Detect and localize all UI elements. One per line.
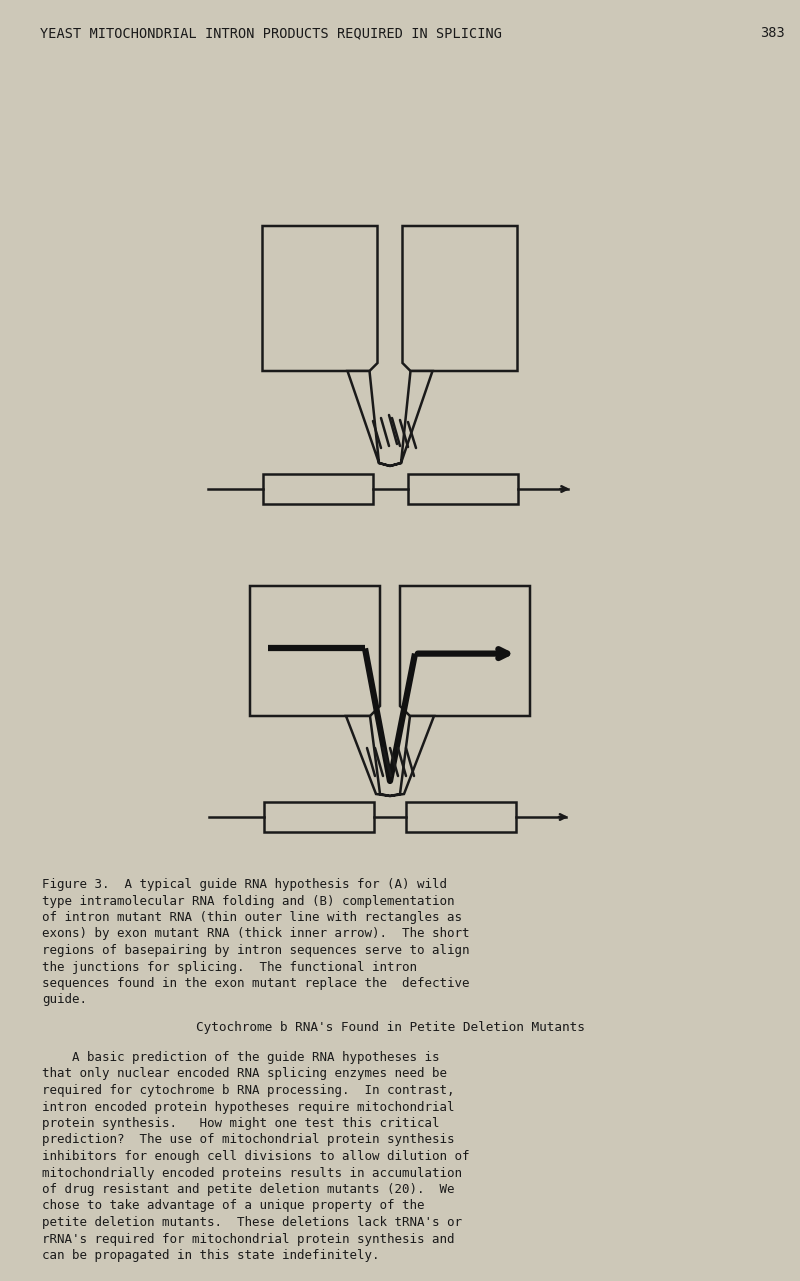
- Text: of drug resistant and petite deletion mutants (20).  We: of drug resistant and petite deletion mu…: [42, 1182, 454, 1196]
- Text: Cytochrome b RNA's Found in Petite Deletion Mutants: Cytochrome b RNA's Found in Petite Delet…: [195, 1021, 585, 1034]
- Polygon shape: [264, 802, 374, 831]
- Text: regions of basepairing by intron sequences serve to align: regions of basepairing by intron sequenc…: [42, 944, 470, 957]
- Text: type intramolecular RNA folding and (B) complementation: type intramolecular RNA folding and (B) …: [42, 894, 454, 907]
- Text: YEAST MITOCHONDRIAL INTRON PRODUCTS REQUIRED IN SPLICING: YEAST MITOCHONDRIAL INTRON PRODUCTS REQU…: [40, 26, 502, 40]
- Text: can be propagated in this state indefinitely.: can be propagated in this state indefini…: [42, 1249, 379, 1262]
- Text: required for cytochrome b RNA processing.  In contrast,: required for cytochrome b RNA processing…: [42, 1084, 454, 1097]
- Polygon shape: [262, 474, 373, 503]
- Text: intron encoded protein hypotheses require mitochondrial: intron encoded protein hypotheses requir…: [42, 1100, 454, 1113]
- Polygon shape: [347, 371, 390, 466]
- Text: chose to take advantage of a unique property of the: chose to take advantage of a unique prop…: [42, 1199, 425, 1213]
- Text: sequences found in the exon mutant replace the  defective: sequences found in the exon mutant repla…: [42, 977, 470, 990]
- Text: that only nuclear encoded RNA splicing enzymes need be: that only nuclear encoded RNA splicing e…: [42, 1067, 447, 1080]
- Text: inhibitors for enough cell divisions to allow dilution of: inhibitors for enough cell divisions to …: [42, 1150, 470, 1163]
- Polygon shape: [400, 585, 530, 716]
- Text: exons) by exon mutant RNA (thick inner arrow).  The short: exons) by exon mutant RNA (thick inner a…: [42, 927, 470, 940]
- Text: 383: 383: [760, 26, 785, 40]
- Text: protein synthesis.   How might one test this critical: protein synthesis. How might one test th…: [42, 1117, 439, 1130]
- Polygon shape: [250, 585, 380, 716]
- Polygon shape: [390, 371, 433, 466]
- Polygon shape: [406, 802, 516, 831]
- Polygon shape: [262, 225, 378, 371]
- Text: petite deletion mutants.  These deletions lack tRNA's or: petite deletion mutants. These deletions…: [42, 1216, 462, 1228]
- Text: guide.: guide.: [42, 994, 87, 1007]
- Polygon shape: [402, 225, 518, 371]
- Text: rRNA's required for mitochondrial protein synthesis and: rRNA's required for mitochondrial protei…: [42, 1232, 454, 1245]
- Polygon shape: [346, 716, 390, 796]
- Text: prediction?  The use of mitochondrial protein synthesis: prediction? The use of mitochondrial pro…: [42, 1134, 454, 1146]
- Text: Figure 3.  A typical guide RNA hypothesis for (A) wild: Figure 3. A typical guide RNA hypothesis…: [42, 877, 447, 892]
- Polygon shape: [390, 716, 434, 796]
- Text: of intron mutant RNA (thin outer line with rectangles as: of intron mutant RNA (thin outer line wi…: [42, 911, 462, 924]
- Text: the junctions for splicing.  The functional intron: the junctions for splicing. The function…: [42, 961, 417, 974]
- Text: mitochondrially encoded proteins results in accumulation: mitochondrially encoded proteins results…: [42, 1167, 462, 1180]
- Polygon shape: [407, 474, 518, 503]
- Text: A basic prediction of the guide RNA hypotheses is: A basic prediction of the guide RNA hypo…: [42, 1050, 439, 1065]
